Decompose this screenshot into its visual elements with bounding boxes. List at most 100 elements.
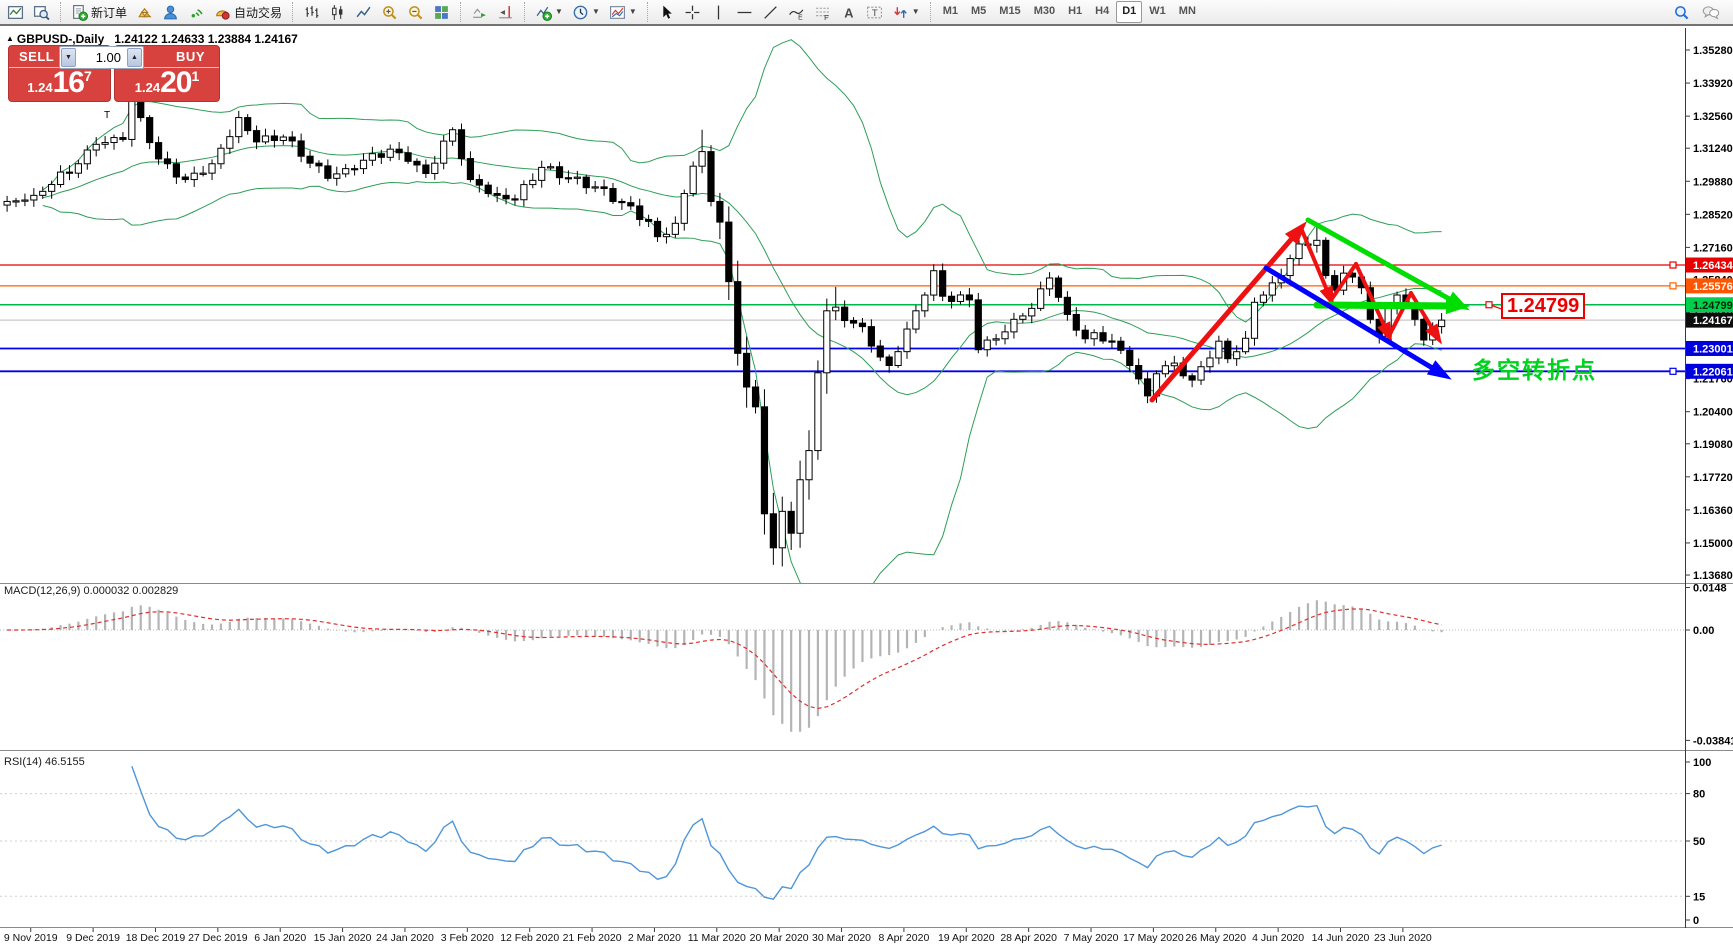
svg-text:26 May 2020: 26 May 2020: [1185, 932, 1246, 944]
zoom-out-icon[interactable]: [403, 1, 428, 23]
time-axis[interactable]: 9 Nov 2019 9 Dec 2019 18 Dec 2019 27 Dec 20…: [4, 928, 1432, 944]
svg-text:1.32560: 1.32560: [1693, 111, 1733, 123]
tab-timeframe-m5[interactable]: M5: [971, 5, 987, 17]
new-chart-icon[interactable]: [3, 1, 28, 23]
ohlc-values: 1.24122 1.24633 1.23884 1.24167: [114, 32, 298, 46]
svg-text:1.35280: 1.35280: [1693, 45, 1733, 57]
bollinger-bands-layer: [42, 39, 1442, 583]
community-icon[interactable]: [158, 1, 183, 23]
svg-text:24 Jan 2020: 24 Jan 2020: [376, 932, 434, 944]
volume-increase-button[interactable]: ▲: [127, 48, 142, 67]
toolbar-separator: [292, 2, 294, 22]
tab-timeframe-mn[interactable]: MN: [1178, 5, 1196, 17]
svg-text:1.31240: 1.31240: [1693, 143, 1733, 155]
trendline-icon[interactable]: [758, 1, 783, 23]
profiles-icon[interactable]: [29, 1, 54, 23]
svg-text:21 Feb 2020: 21 Feb 2020: [563, 932, 622, 944]
tab-timeframe-m30[interactable]: M30: [1033, 5, 1056, 17]
annotations-layer[interactable]: T: [104, 110, 1502, 403]
sell-price: 1.24 16 7: [27, 66, 92, 99]
svg-text:11 Mar 2020: 11 Mar 2020: [688, 932, 746, 944]
autotrading-button[interactable]: 自动交易: [210, 1, 286, 23]
rsi-layer: [0, 766, 1685, 900]
svg-text:1.15000: 1.15000: [1693, 538, 1733, 550]
text-icon[interactable]: A: [836, 1, 861, 23]
price-axis[interactable]: 1.35280 1.33920 1.32560 1.31240 1.29880 1.285…: [1685, 45, 1733, 927]
toolbar-separator: [460, 2, 462, 22]
new-order-button[interactable]: 新订单: [67, 1, 131, 23]
dropdown-caret: ▼: [591, 7, 600, 16]
svg-text:0: 0: [1693, 915, 1699, 927]
buy-button[interactable]: BUY 1.24 20 1: [114, 45, 220, 102]
svg-text:18 Dec 2019: 18 Dec 2019: [126, 932, 186, 944]
toolbar-separator: [646, 2, 649, 22]
rsi-indicator-label: RSI(14) 46.5155: [4, 756, 85, 768]
rsi-value: 46.5155: [44, 756, 85, 768]
line-chart-icon[interactable]: [351, 1, 376, 23]
chat-icon[interactable]: [1698, 1, 1724, 23]
tab-timeframe-d1[interactable]: D1: [1116, 1, 1143, 23]
svg-text:1.28520: 1.28520: [1693, 209, 1733, 221]
svg-text:1.24799: 1.24799: [1693, 300, 1733, 312]
svg-text:0.0148: 0.0148: [1693, 582, 1727, 594]
periods-icon[interactable]: ▼: [568, 1, 604, 23]
tab-timeframe-h1[interactable]: H1: [1068, 5, 1083, 17]
price-callout[interactable]: 1.24799: [1501, 293, 1586, 319]
bar-chart-icon[interactable]: [299, 1, 324, 23]
search-icon[interactable]: [1669, 1, 1694, 23]
volume-input[interactable]: 1.00: [95, 50, 121, 65]
tab-timeframe-h4[interactable]: H4: [1095, 5, 1110, 17]
svg-text:28 Apr 2020: 28 Apr 2020: [1000, 932, 1057, 944]
svg-text:19 Apr 2020: 19 Apr 2020: [938, 932, 995, 944]
one-click-trading-panel: SELL 1.24 16 7 BUY 1.24 20 1 ▼ 1.00 ▲: [8, 45, 220, 102]
tab-timeframe-m15[interactable]: M15: [999, 5, 1021, 17]
symbol-marker: ▲: [6, 34, 14, 43]
chart-shift-icon[interactable]: [493, 1, 518, 23]
volume-decrease-button[interactable]: ▼: [61, 48, 76, 67]
arrows-shapes-icon[interactable]: ▼: [888, 1, 924, 23]
market-icon[interactable]: [132, 1, 157, 23]
svg-text:23 Jun 2020: 23 Jun 2020: [1374, 932, 1432, 944]
dropdown-caret: ▼: [911, 7, 920, 16]
signals-icon[interactable]: [184, 1, 209, 23]
tab-timeframe-m1[interactable]: M1: [942, 5, 958, 17]
channel-icon[interactable]: E: [784, 1, 809, 23]
svg-text:14 Jun 2020: 14 Jun 2020: [1312, 932, 1370, 944]
svg-text:12 Feb 2020: 12 Feb 2020: [500, 932, 559, 944]
pivot-note-text[interactable]: 多空转折点: [1472, 357, 1597, 383]
svg-text:E: E: [798, 14, 803, 21]
svg-text:8 Apr 2020: 8 Apr 2020: [879, 932, 930, 944]
tile-windows-icon[interactable]: [429, 1, 454, 23]
svg-text:15: 15: [1693, 891, 1705, 903]
svg-text:-0.038415: -0.038415: [1693, 735, 1733, 747]
toolbar-separator: [929, 2, 932, 22]
label-icon[interactable]: T: [862, 1, 887, 23]
vertical-line-icon[interactable]: [706, 1, 731, 23]
horizontal-line-icon[interactable]: [732, 1, 757, 23]
sell-label: SELL: [19, 49, 55, 64]
templates-icon[interactable]: ▼: [605, 1, 641, 23]
cursor-icon[interactable]: [654, 1, 679, 23]
auto-scroll-icon[interactable]: [467, 1, 492, 23]
symbol-period-label: GBPUSD-,Daily: [16, 32, 105, 46]
volume-control: ▼ 1.00 ▲: [59, 46, 144, 69]
svg-text:2 Mar 2020: 2 Mar 2020: [628, 932, 681, 944]
tab-timeframe-w1[interactable]: W1: [1149, 5, 1166, 17]
svg-text:1.27160: 1.27160: [1693, 242, 1733, 254]
svg-text:T: T: [872, 8, 878, 19]
candlestick-chart-icon[interactable]: [325, 1, 350, 23]
fibonacci-icon[interactable]: F: [810, 1, 835, 23]
svg-text:27 Dec 2019: 27 Dec 2019: [188, 932, 248, 944]
crosshair-icon[interactable]: [680, 1, 705, 23]
new-order-icon: [73, 4, 88, 21]
macd-layer: [0, 600, 1685, 732]
svg-text:1.22061: 1.22061: [1693, 366, 1733, 378]
svg-text:3 Feb 2020: 3 Feb 2020: [441, 932, 494, 944]
indicators-icon[interactable]: ▼: [531, 1, 567, 23]
svg-text:6 Jan 2020: 6 Jan 2020: [254, 932, 306, 944]
svg-text:80: 80: [1693, 789, 1705, 801]
zoom-in-icon[interactable]: [377, 1, 402, 23]
dropdown-caret: ▼: [555, 7, 563, 16]
